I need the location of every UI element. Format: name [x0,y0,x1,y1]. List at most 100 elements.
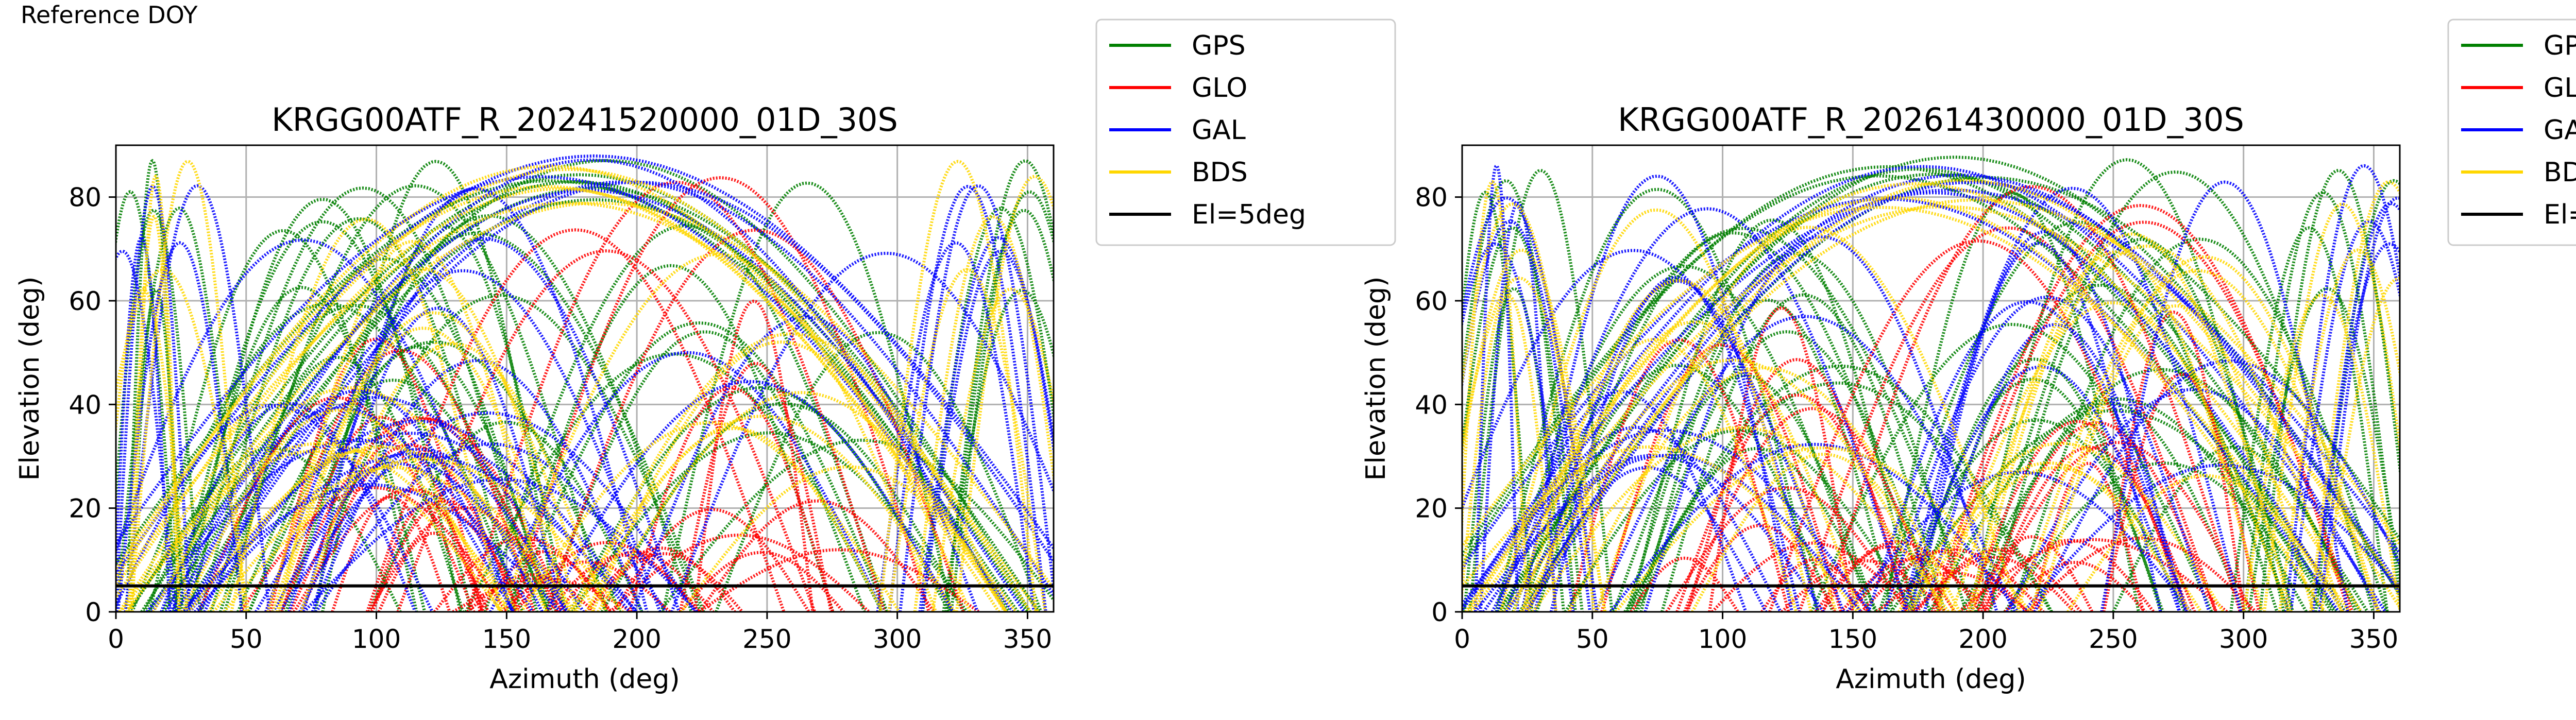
track-glo [1814,540,1982,612]
track-gps [236,379,550,612]
y-axis-label: Elevation (deg) [1361,277,1392,481]
track-gps [223,184,608,612]
track-gal [197,419,637,612]
track-glo [1860,548,2045,612]
track-bds [913,215,1054,612]
skyplot-panel-1: KRGG00ATF_R_20241520000_01D_30S 0 50 100 150… [14,19,1396,695]
track-glo [585,546,736,612]
track-gps [1883,191,2140,612]
track-bds [2015,269,2380,612]
track-gal [116,249,177,612]
track-bds [1462,445,1859,612]
track-bds [1512,337,1798,612]
track-bds [1936,301,2290,612]
y-tick-label: 80 [69,183,101,213]
track-gal [1521,191,2345,612]
track-gal [150,188,1026,612]
track-bds [520,421,901,612]
track-gal [1901,186,2243,612]
track-bds [271,311,595,612]
track-bds [275,327,571,612]
track-bds [1520,279,1838,612]
y-axis-label: Elevation (deg) [14,277,45,481]
track-gps [321,225,567,612]
track-glo [545,228,965,612]
track-gal [314,442,668,612]
chart-title: KRGG00ATF_R_20261430000_01D_30S [1618,101,2244,139]
track-bds [1615,446,2031,612]
track-bds [1470,205,2400,612]
track-bds [266,267,579,612]
track-bds [2066,474,2344,612]
track-bds [116,164,1008,612]
track-glo [1840,557,1989,612]
track-bds [1499,208,1813,612]
track-gal [1490,425,1782,612]
track-gal [116,238,514,612]
track-bds [116,167,1032,612]
track-gal [311,306,565,612]
track-gps [2258,168,2400,612]
track-glo [1980,441,2253,612]
track-bds [118,187,1001,612]
track-gal [1914,242,2162,612]
track-glo [1930,203,2351,612]
track-glo [613,508,810,612]
track-gal [1462,165,2387,612]
track-gps [1975,401,2245,612]
track-gps [1639,298,1895,612]
y-tick-label: 40 [1415,390,1448,420]
track-gal [1609,442,2020,612]
x-tick-label: 250 [742,624,791,654]
track-gps [1976,170,2375,612]
figure-suptitle: Reference DOY [21,1,198,29]
track-gps [299,294,702,612]
track-gal [2022,463,2400,612]
legend-box [2447,19,2576,246]
x-tick-label: 100 [352,624,401,654]
track-gal [899,184,1054,612]
track-bds [887,268,1047,612]
series-bds-tracks [116,160,1054,612]
track-gal [2284,164,2400,612]
legend-label: El=5deg [2544,199,2576,230]
track-gps [116,179,1019,612]
track-glo [1665,486,1908,612]
track-glo [1977,421,2217,612]
track-glo [679,362,833,612]
y-tick-label: 80 [1415,183,1448,213]
track-bds [119,442,520,612]
track-glo [1683,407,1943,612]
track-gps [1988,237,2295,612]
track-gps [1495,187,1820,612]
track-bds [1951,244,2344,612]
track-gal [1505,207,1910,612]
track-gal [1883,295,2211,612]
track-gps [1630,218,1916,612]
track-gal [188,432,631,612]
track-glo [197,396,476,612]
track-bds [1967,250,2264,612]
track-glo [300,443,520,612]
legend-label: GLO [2544,73,2576,104]
track-bds [1519,358,1945,612]
track-glo [280,416,482,612]
x-tick-label: 100 [1698,624,1747,654]
x-tick-label: 200 [1958,624,2007,654]
track-glo [1768,239,2188,612]
track-gal [2311,201,2400,612]
track-glo [466,573,596,612]
track-gal [921,249,1054,612]
track-gal [116,154,1054,577]
track-gal [2006,388,2381,612]
track-gps [1468,168,1614,612]
track-gal [116,241,244,612]
track-gal [632,315,979,612]
x-tick-label: 50 [230,624,263,654]
track-bds [129,160,246,612]
track-gps [1535,231,1931,612]
track-bds [1464,196,2327,612]
track-gal [165,406,514,612]
track-gal [2289,219,2400,612]
track-glo [514,541,701,612]
